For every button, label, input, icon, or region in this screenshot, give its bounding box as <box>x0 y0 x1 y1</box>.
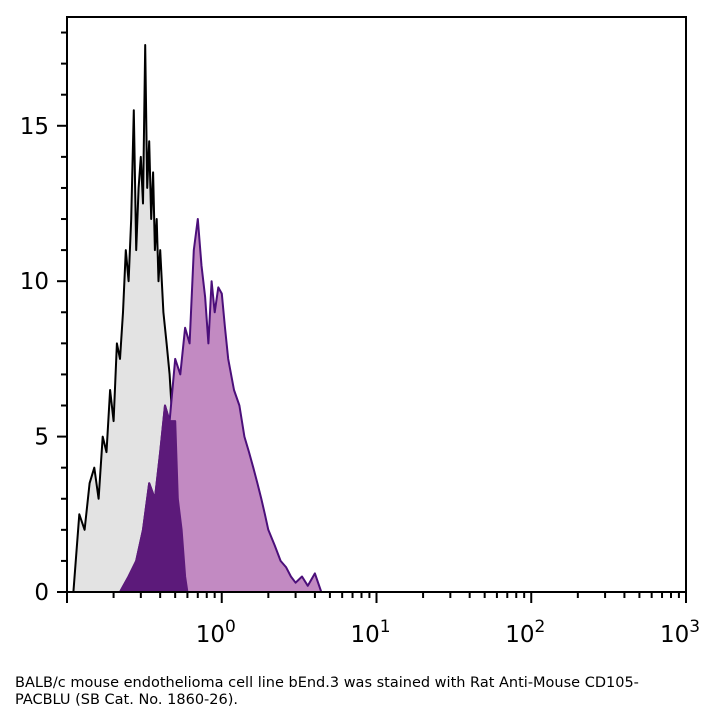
y-tick-label: 10 <box>20 269 49 295</box>
y-tick-label: 15 <box>20 114 49 140</box>
figure-caption: BALB/c mouse endothelioma cell line bEnd… <box>15 675 639 708</box>
x-tick-label: 102 <box>505 617 545 648</box>
histogram-chart: 0 5 10 15 100 101 102 103 <box>20 16 700 648</box>
series-overlap-area <box>120 405 188 592</box>
x-tick-label: 101 <box>350 617 390 648</box>
series-layer <box>72 44 323 593</box>
series-control-line <box>72 44 189 593</box>
y-tick-label: 5 <box>34 425 49 451</box>
plot-frame <box>66 16 687 593</box>
x-tick-label: 103 <box>660 617 700 648</box>
series-overlap-line <box>119 404 189 593</box>
x-tick-label: 100 <box>196 617 236 648</box>
y-tick-label: 0 <box>34 580 49 606</box>
